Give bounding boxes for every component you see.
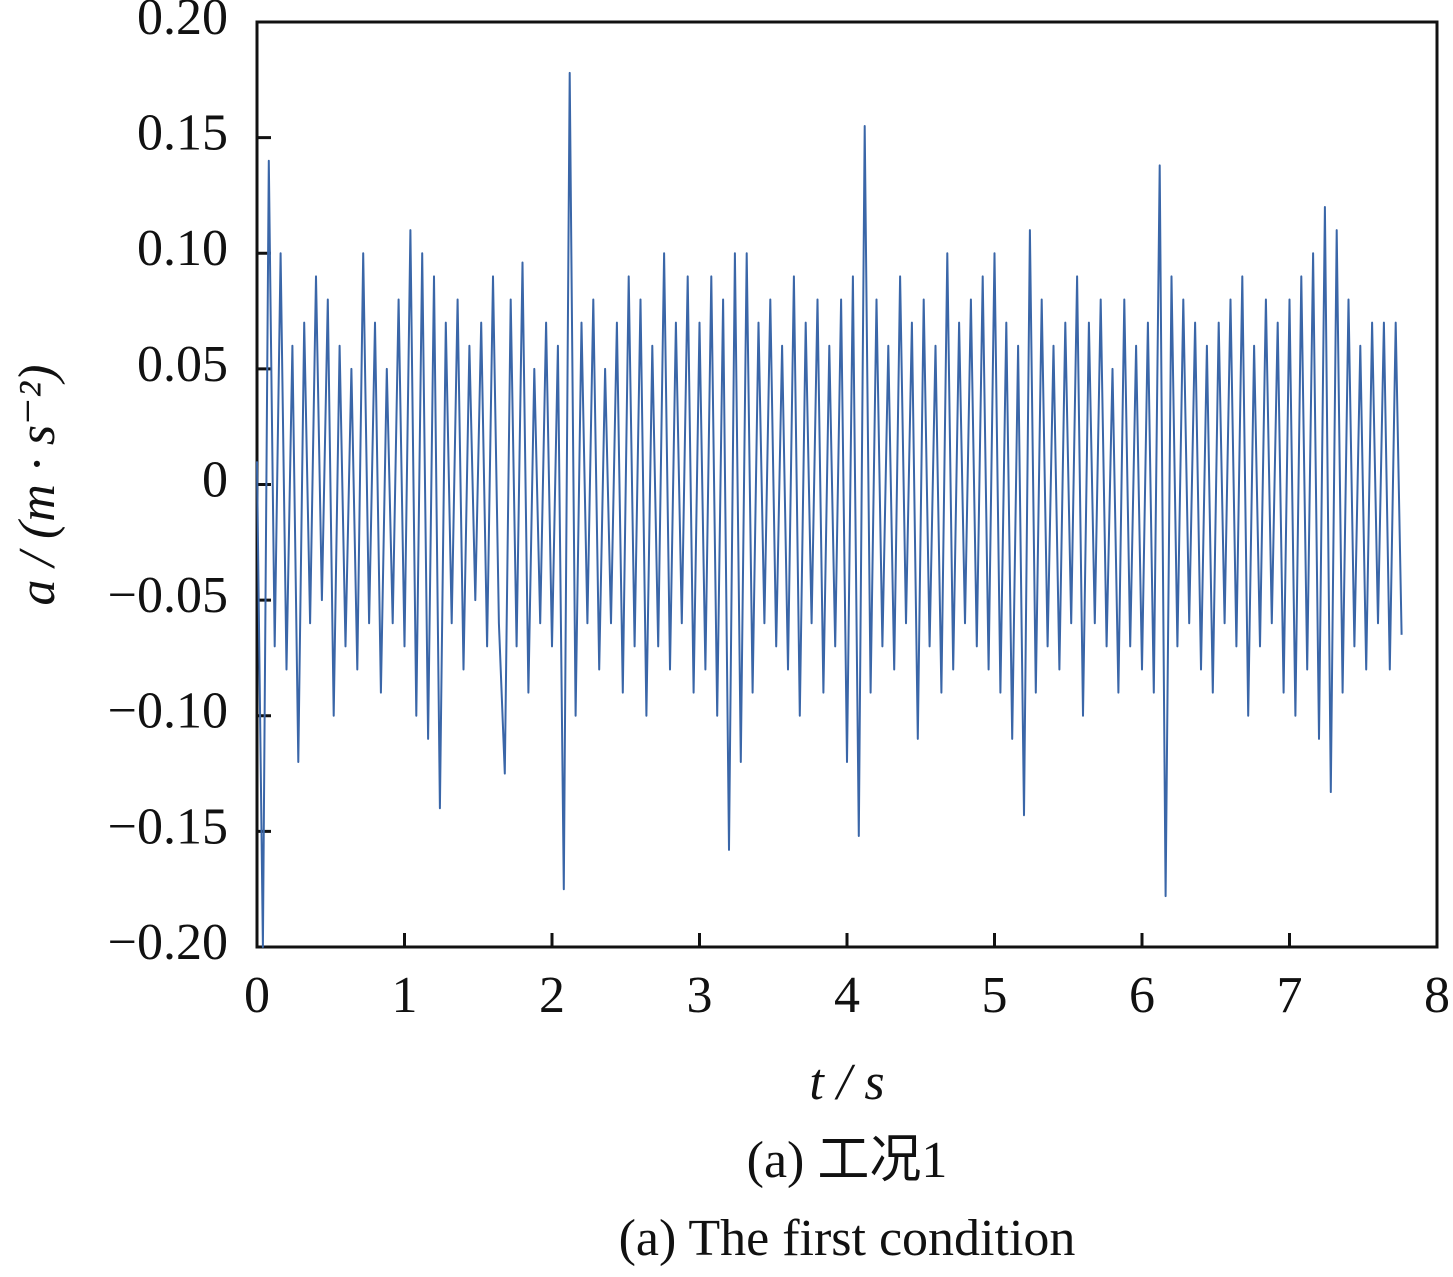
caption: (a) The first condition <box>619 1210 1076 1267</box>
x-tick-label: 6 <box>1129 967 1155 1024</box>
y-tick-label: −0.05 <box>108 567 228 624</box>
y-tick-label: −0.20 <box>108 914 228 971</box>
x-tick-label: 5 <box>982 967 1008 1024</box>
y-tick-label: 0 <box>202 451 228 508</box>
data-line <box>256 71 1403 948</box>
x-tick-label: 4 <box>834 967 860 1024</box>
y-axis-label: a / (m · s⁻²) <box>9 365 66 606</box>
y-tick-label: −0.10 <box>108 683 228 740</box>
x-tick-label: 7 <box>1277 967 1303 1024</box>
x-tick-label: 0 <box>244 967 270 1024</box>
x-tick-label: 1 <box>392 967 418 1024</box>
y-tick-label: −0.15 <box>108 798 228 855</box>
plot-frame <box>255 20 1439 949</box>
y-tick-label: 0.15 <box>137 105 228 162</box>
x-tick-label: 8 <box>1424 967 1450 1024</box>
y-tick-label: 0.05 <box>137 336 228 393</box>
caption: (a) 工况1 <box>747 1132 948 1189</box>
x-tick-label: 2 <box>539 967 565 1024</box>
y-tick-label: 0.20 <box>137 0 228 46</box>
y-tick-label: 0.10 <box>137 220 228 277</box>
x-tick-label: 3 <box>687 967 713 1024</box>
x-axis-label: t / s <box>809 1054 884 1111</box>
